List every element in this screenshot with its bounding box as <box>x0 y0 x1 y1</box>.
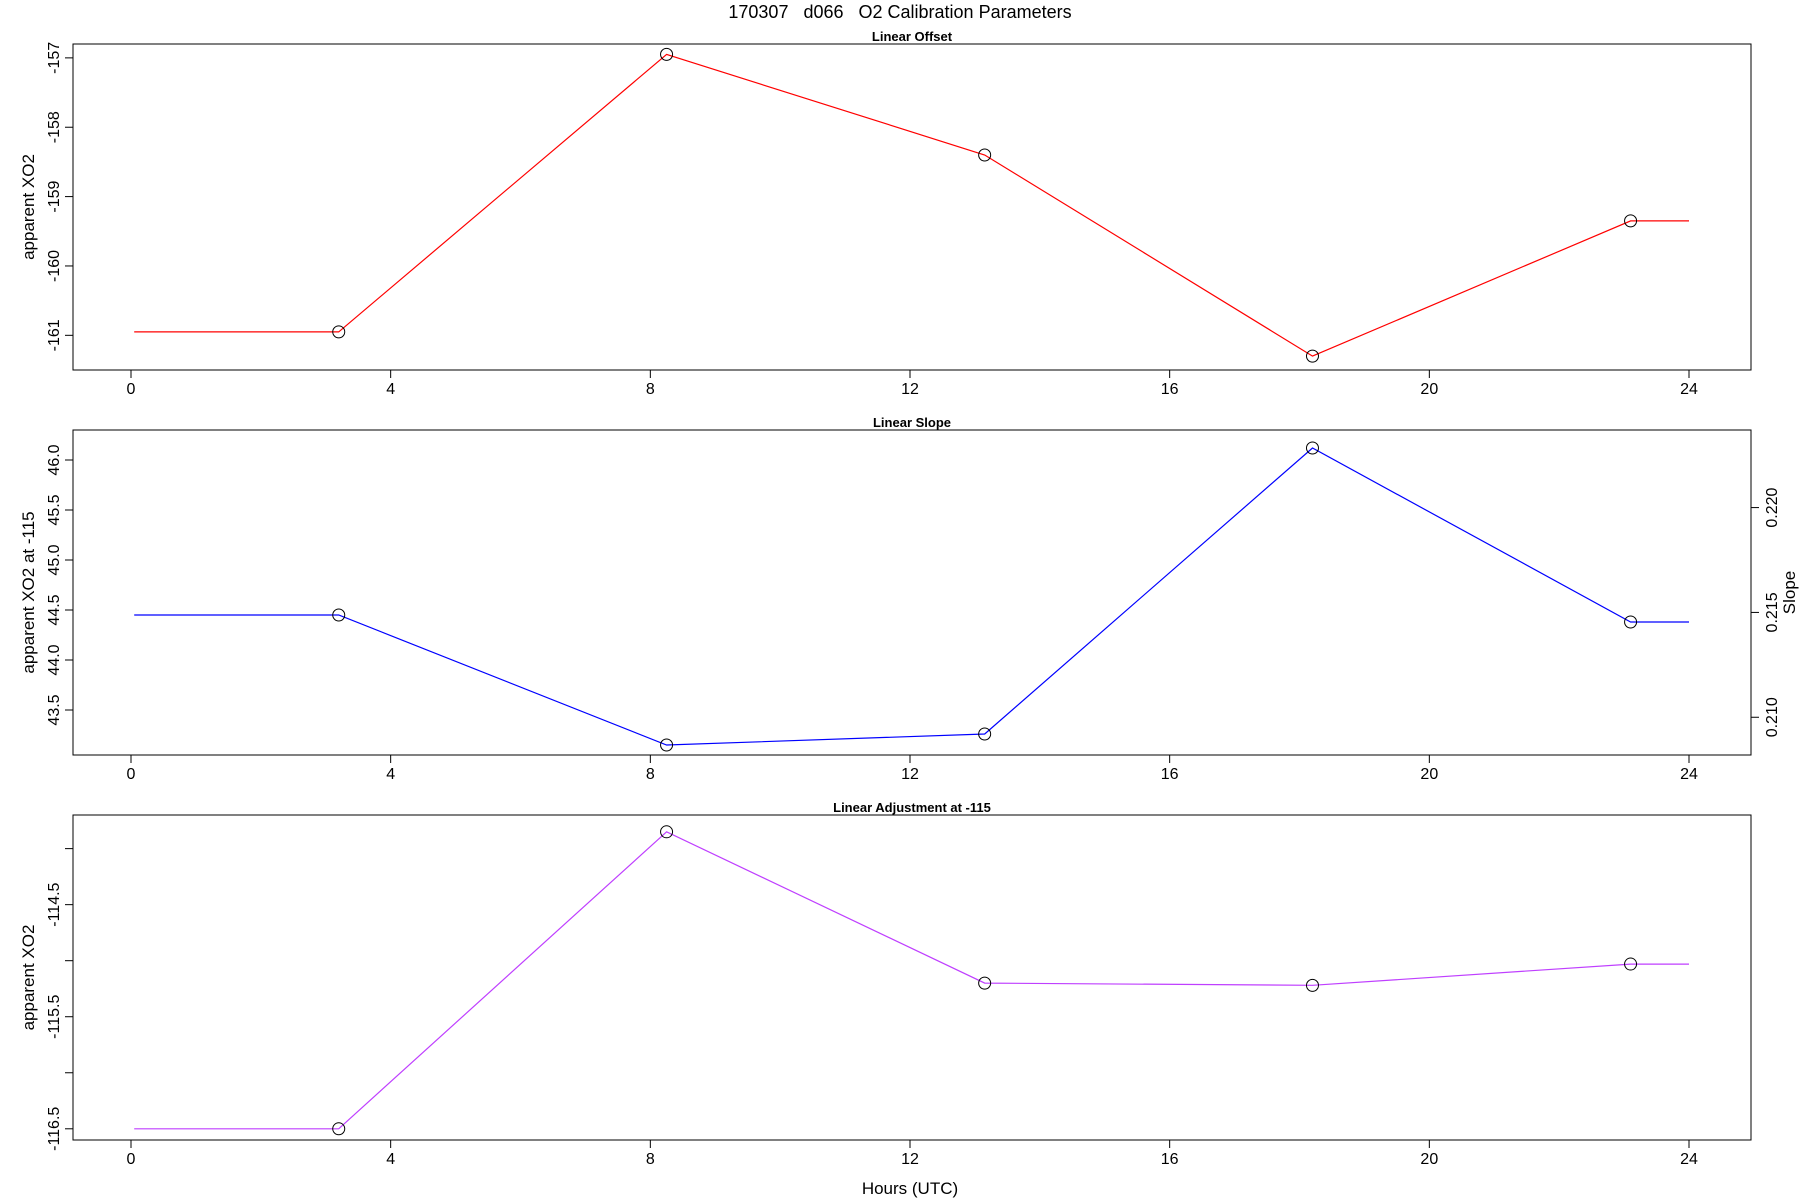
data-point <box>660 47 674 61</box>
x-tick-label: 4 <box>386 1151 395 1168</box>
series-line <box>134 53 1689 357</box>
data-point <box>1305 349 1319 363</box>
y-tick-label: 44.0 <box>46 644 63 675</box>
x-tick-label: 16 <box>1161 766 1179 783</box>
x-tick-label: 4 <box>386 381 395 398</box>
data-point <box>1624 615 1638 629</box>
x-tick-label: 16 <box>1161 381 1179 398</box>
y-tick-label: -157 <box>46 42 63 74</box>
figure-title: 170307 d066 O2 Calibration Parameters <box>728 2 1072 22</box>
x-tick-label: 24 <box>1680 381 1698 398</box>
data-point <box>1624 957 1638 971</box>
data-point <box>978 148 992 162</box>
data-point <box>978 976 992 990</box>
x-tick-label: 0 <box>127 381 136 398</box>
data-point <box>1305 978 1319 992</box>
x-tick-label: 0 <box>127 766 136 783</box>
x-tick-label: 24 <box>1680 766 1698 783</box>
data-point <box>978 727 992 741</box>
x-axis-label: Hours (UTC) <box>862 1179 958 1198</box>
data-point <box>660 738 674 752</box>
data-point <box>332 1122 346 1136</box>
data-point <box>332 325 346 339</box>
plot-frame <box>72 43 1752 371</box>
x-tick-label: 20 <box>1420 1151 1438 1168</box>
x-tick-label: 20 <box>1420 381 1438 398</box>
y-axis-label: apparent XO2 at -115 <box>19 511 38 673</box>
x-tick-label: 8 <box>646 1151 655 1168</box>
y-tick-label: 45.5 <box>46 494 63 525</box>
y-tick-label: -161 <box>46 319 63 351</box>
y-axis-label: apparent XO2 <box>19 925 38 1031</box>
panel-title: Linear Adjustment at -115 <box>833 800 991 815</box>
x-tick-label: 20 <box>1420 766 1438 783</box>
plot-frame <box>72 429 1752 756</box>
data-point <box>332 608 346 622</box>
y-tick-label: -159 <box>46 180 63 212</box>
x-tick-label: 16 <box>1161 1151 1179 1168</box>
data-point <box>1624 214 1638 228</box>
panel-title: Linear Offset <box>872 29 953 44</box>
series-line <box>134 831 1689 1130</box>
x-tick-label: 12 <box>901 766 919 783</box>
y-tick-label: 43.5 <box>46 694 63 725</box>
data-point <box>1305 441 1319 455</box>
y-tick-label: -115.5 <box>46 995 63 1039</box>
x-tick-label: 24 <box>1680 1151 1698 1168</box>
plot-frame <box>72 814 1752 1141</box>
y2-tick-label: 0.220 <box>1764 487 1781 527</box>
y-tick-label: -116.5 <box>46 1107 63 1151</box>
y-tick-label: 45.0 <box>46 544 63 575</box>
y-tick-label: -158 <box>46 111 63 143</box>
y-axis-label: apparent XO2 <box>19 154 38 260</box>
y2-tick-label: 0.210 <box>1764 697 1781 737</box>
x-tick-label: 12 <box>901 1151 919 1168</box>
y2-axis-label: Slope <box>1780 571 1799 614</box>
series-line <box>134 447 1689 746</box>
y2-tick-label: 0.215 <box>1764 592 1781 632</box>
data-point <box>660 825 674 839</box>
x-tick-label: 4 <box>386 766 395 783</box>
x-tick-label: 12 <box>901 381 919 398</box>
y-tick-label: 44.5 <box>46 594 63 625</box>
x-tick-label: 8 <box>646 381 655 398</box>
y-tick-label: -114.5 <box>46 882 63 926</box>
x-tick-label: 8 <box>646 766 655 783</box>
x-tick-label: 0 <box>127 1151 136 1168</box>
panel-title: Linear Slope <box>873 415 951 430</box>
y-tick-label: -160 <box>46 250 63 282</box>
y-tick-label: 46.0 <box>46 444 63 475</box>
